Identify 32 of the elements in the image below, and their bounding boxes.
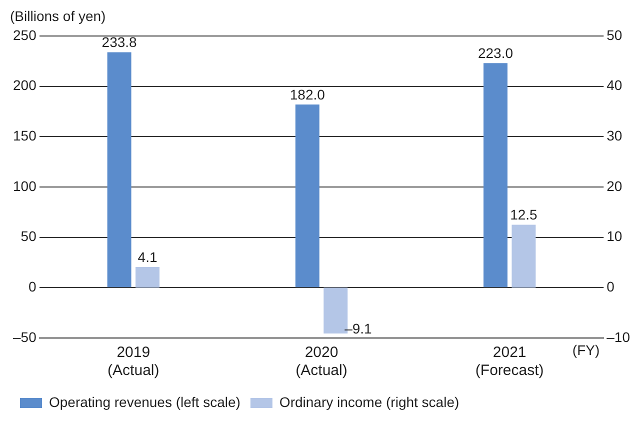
legend-label: Ordinary income (right scale)	[279, 394, 460, 410]
data-label: 223.0	[478, 45, 514, 62]
y-axis-title: (Billions of yen)	[10, 8, 106, 24]
y-tick-label: 250	[13, 26, 37, 43]
x-tick-label: 2021 (Forecast)	[475, 344, 544, 380]
bar	[483, 63, 508, 288]
data-label: 233.8	[102, 34, 138, 50]
y2-tick-label: 50	[606, 26, 622, 43]
y2-tick-label: 30	[606, 128, 622, 144]
data-label: 4.1	[138, 248, 158, 265]
legend-label: Operating revenues (left scale)	[49, 394, 240, 410]
y-tick-label: 0	[28, 278, 37, 295]
y-tick-label: 50	[20, 228, 37, 244]
bar	[295, 104, 320, 288]
x-tick-label: 2019 (Actual)	[108, 344, 160, 380]
y2-tick-label: –10	[606, 328, 630, 345]
data-label: 182.0	[290, 86, 326, 102]
data-label: –9.1	[344, 320, 372, 336]
y2-tick-label: 10	[606, 228, 622, 244]
bar	[107, 52, 132, 288]
bar	[512, 224, 536, 288]
y2-tick-label: 20	[606, 178, 622, 194]
data-label: 12.5	[510, 206, 538, 223]
y-tick-label: 100	[13, 178, 37, 194]
y-tick-label: –50	[13, 328, 37, 345]
y-tick-label: 200	[13, 77, 37, 94]
y-tick-label: 150	[13, 128, 37, 144]
y2-tick-label: 0	[606, 278, 615, 295]
y2-tick-label: 40	[606, 77, 622, 94]
x-axis-title: (FY)	[572, 342, 600, 358]
x-tick-label: 2020 (Actual)	[296, 344, 348, 380]
bar	[136, 267, 160, 288]
